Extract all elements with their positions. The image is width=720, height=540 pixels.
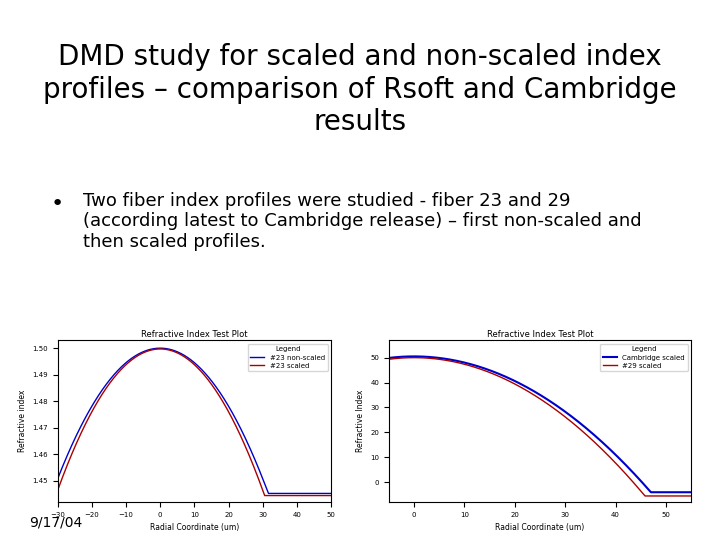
- #23 non-scaled: [53, 476, 62, 482]
- #29 scaled: [641, 492, 649, 499]
- Line: #23 scaled: #23 scaled: [58, 349, 331, 496]
- #29 scaled: [410, 354, 418, 361]
- #23 non-scaled: [269, 490, 278, 497]
- #23 scaled: [319, 492, 328, 499]
- Y-axis label: Refractive Index: Refractive Index: [356, 390, 364, 453]
- Cambridge scaled: [623, 463, 631, 469]
- #29 scaled: [400, 355, 408, 361]
- X-axis label: Radial Coordinate (um): Radial Coordinate (um): [150, 523, 239, 532]
- Legend: #23 non-scaled, #23 scaled: #23 non-scaled, #23 scaled: [248, 343, 328, 372]
- Text: DMD study for scaled and non-scaled index
profiles – comparison of Rsoft and Cam: DMD study for scaled and non-scaled inde…: [43, 43, 677, 136]
- #23 scaled: [53, 487, 62, 494]
- Text: •: •: [50, 194, 63, 214]
- Line: #29 scaled: #29 scaled: [389, 357, 691, 496]
- Legend: Cambridge scaled, #29 scaled: Cambridge scaled, #29 scaled: [600, 343, 688, 372]
- #29 scaled: [687, 492, 696, 499]
- Cambridge scaled: [687, 489, 696, 496]
- #29 scaled: [623, 472, 631, 478]
- Cambridge scaled: [678, 489, 687, 496]
- Cambridge scaled: [523, 384, 532, 391]
- #23 non-scaled: [179, 352, 188, 358]
- #23 scaled: [261, 492, 269, 499]
- #29 scaled: [678, 492, 687, 499]
- Cambridge scaled: [531, 389, 540, 396]
- Line: Cambridge scaled: Cambridge scaled: [389, 356, 691, 492]
- #23 scaled: [67, 451, 76, 458]
- #23 non-scaled: [319, 490, 328, 497]
- Cambridge scaled: [384, 355, 393, 361]
- #23 non-scaled: [67, 442, 76, 449]
- #23 scaled: [156, 346, 165, 352]
- #29 scaled: [384, 356, 393, 362]
- Title: Refractive Index Test Plot: Refractive Index Test Plot: [487, 330, 593, 340]
- Cambridge scaled: [678, 489, 687, 496]
- Cambridge scaled: [410, 353, 418, 360]
- #23 scaled: [269, 492, 278, 499]
- Y-axis label: Refractive index: Refractive index: [18, 390, 27, 453]
- #29 scaled: [678, 492, 687, 499]
- X-axis label: Radial Coordinate (um): Radial Coordinate (um): [495, 523, 585, 532]
- Title: Refractive Index Test Plot: Refractive Index Test Plot: [141, 330, 248, 340]
- #29 scaled: [531, 393, 540, 400]
- Cambridge scaled: [400, 353, 408, 360]
- #23 scaled: [179, 353, 188, 360]
- #23 non-scaled: [186, 356, 195, 363]
- #23 non-scaled: [319, 490, 328, 497]
- Text: 9/17/04: 9/17/04: [29, 515, 82, 529]
- #23 non-scaled: [156, 345, 165, 352]
- Cambridge scaled: [647, 489, 655, 496]
- #29 scaled: [523, 388, 532, 395]
- Text: Two fiber index profiles were studied - fiber 23 and 29
(according latest to Cam: Two fiber index profiles were studied - …: [83, 192, 642, 251]
- Line: #23 non-scaled: #23 non-scaled: [58, 348, 331, 494]
- #23 non-scaled: [327, 490, 336, 497]
- #23 scaled: [186, 358, 195, 365]
- #23 non-scaled: [264, 490, 273, 497]
- #23 scaled: [319, 492, 328, 499]
- #23 scaled: [327, 492, 336, 499]
